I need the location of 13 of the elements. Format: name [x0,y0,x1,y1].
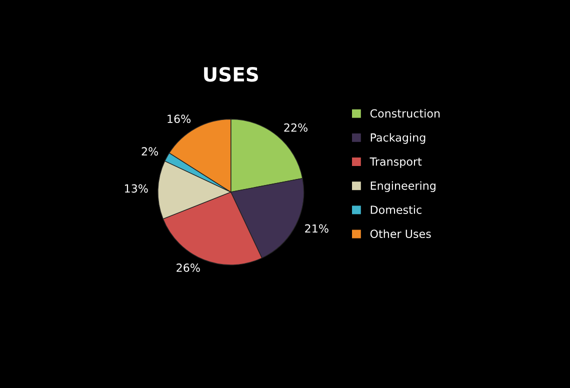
legend-label: Construction [370,109,440,118]
legend-label: Packaging [370,133,426,144]
data-label: 22% [284,123,308,132]
legend-label: Other Uses [370,229,431,238]
legend-label: Domestic [370,205,422,214]
data-label: 2% [142,147,158,156]
legend-label: Transport [370,158,422,168]
data-label: 26% [176,264,200,272]
data-label: 21% [305,224,328,233]
chart-title: USES [204,67,258,82]
data-label: 16% [168,114,191,124]
data-label: 13% [124,184,148,193]
legend-label: Engineering [370,181,436,192]
